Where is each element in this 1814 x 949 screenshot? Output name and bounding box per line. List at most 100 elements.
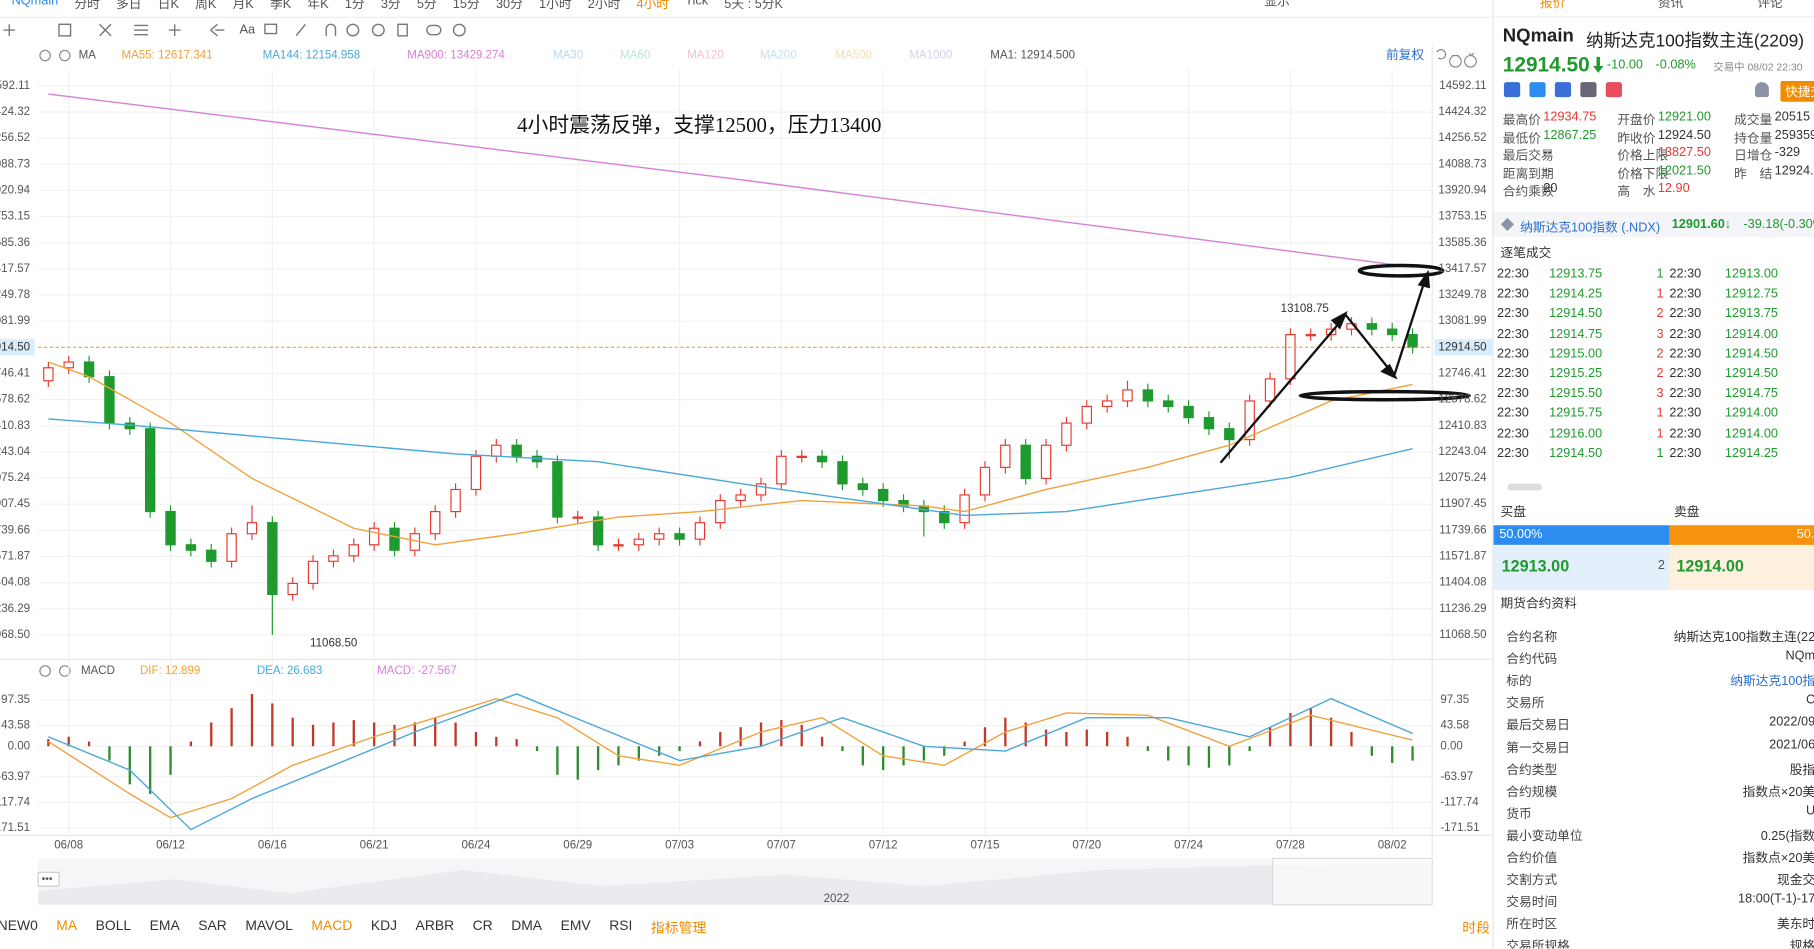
price-header-icons — [39, 49, 1477, 677]
feature-icon[interactable] — [1580, 82, 1597, 98]
y-tick-label: 13753.15 — [1438, 211, 1486, 223]
y-tick-label-left: 12075.24 — [0, 472, 31, 484]
macd-bar — [291, 717, 294, 747]
stat-label: 最高价 — [1502, 113, 1541, 128]
trade-volume: 1 — [1656, 287, 1664, 302]
trade-time: 22:30 — [1669, 307, 1702, 321]
trade-time: 22:30 — [1669, 346, 1702, 361]
indicator-tab[interactable]: NEW0 — [0, 917, 38, 934]
trade-price: 12914.50 — [1549, 307, 1603, 321]
period-button[interactable]: 15分 — [452, 0, 480, 12]
adjust-mode[interactable]: 前复权 — [1386, 47, 1424, 62]
contract-key: 最后交易日 — [1506, 718, 1570, 733]
candle-body — [1264, 378, 1276, 402]
period-button[interactable]: 1分 — [344, 0, 365, 12]
indicator-tab[interactable]: RSI — [609, 917, 633, 934]
navigator-window[interactable] — [1272, 857, 1433, 906]
scrollbar[interactable] — [1507, 483, 1543, 491]
last-price-label-left: 12914.50 — [0, 341, 30, 353]
stat-label: 昨 结 — [1734, 167, 1773, 182]
display-menu[interactable]: 显示 — [1264, 0, 1289, 9]
period-button[interactable]: 1小时 — [539, 0, 572, 12]
period-button[interactable]: 5天 : 5分K — [724, 0, 784, 12]
feature-icon[interactable] — [1554, 82, 1572, 98]
period-button[interactable]: Tick — [685, 0, 709, 9]
trade-volume: 1 — [1656, 267, 1664, 282]
panel-tab[interactable]: 资讯 — [1657, 0, 1684, 11]
quick-trade[interactable]: 快捷交 — [1780, 80, 1814, 102]
macd-bar — [719, 731, 722, 747]
candle-body — [613, 544, 624, 547]
period-button[interactable]: 2小时 — [587, 0, 621, 12]
period-button[interactable]: 5分 — [416, 0, 437, 12]
settings-icon[interactable] — [39, 665, 51, 677]
y-tick-label: 12578.62 — [1438, 394, 1486, 406]
resistance-ellipse — [1357, 263, 1445, 278]
period-button[interactable]: 日K — [157, 0, 179, 12]
stat-label: 最后交易 — [1502, 149, 1554, 164]
indicator-manage[interactable]: 指标管理 — [650, 919, 707, 936]
x-tick-label: 07/28 — [1276, 840, 1305, 852]
period-button[interactable]: 分时 — [74, 0, 100, 12]
stat-label: 合约乘数 — [1502, 185, 1554, 200]
period-button[interactable]: 4小时 — [636, 0, 670, 12]
indicator-tab[interactable]: MACD — [311, 917, 353, 934]
period-button[interactable]: 30分 — [495, 0, 523, 12]
x-tick-label: 06/24 — [461, 840, 490, 852]
y-tick-label-left: -117.74 — [0, 796, 31, 808]
contract-key: 合约代码 — [1506, 652, 1558, 667]
navigator-button[interactable] — [37, 871, 60, 887]
macd-bar — [739, 727, 742, 747]
y-tick-label: 14088.73 — [1438, 158, 1486, 170]
indicator-legend: MA60 — [620, 50, 650, 62]
indicator-tab[interactable]: EMA — [149, 917, 180, 934]
panel-tab[interactable]: 报价 — [1539, 0, 1566, 11]
close-icon[interactable] — [59, 49, 71, 62]
period-button[interactable]: 多日 — [116, 0, 142, 12]
candle-body — [328, 555, 339, 562]
panel-tab[interactable]: 评论 — [1757, 0, 1783, 11]
macd-bar — [1289, 712, 1292, 747]
indicator-tab[interactable]: BOLL — [95, 917, 132, 934]
session-button[interactable]: 时段 — [1462, 919, 1491, 936]
macd-bar — [1350, 731, 1353, 747]
y-tick-label: -171.51 — [1440, 822, 1479, 834]
trade-volume: 1 — [1656, 446, 1664, 461]
indicator-tab[interactable]: MA — [56, 917, 78, 934]
macd-bar — [820, 736, 824, 747]
feature-icon[interactable] — [1529, 82, 1546, 98]
symbol[interactable]: NQmain — [11, 0, 59, 9]
indicator-legend: MA55: 12617.341 — [121, 50, 212, 62]
macd-bar — [759, 722, 763, 747]
period-button[interactable]: 年K — [307, 0, 329, 12]
period-button[interactable]: 周K — [195, 0, 217, 12]
period-button[interactable]: 3分 — [380, 0, 401, 12]
index-name[interactable]: 纳斯达克100指数 (.NDX) — [1520, 220, 1661, 235]
panel-controls[interactable] — [1436, 49, 1477, 68]
settings-icon[interactable] — [39, 49, 51, 62]
font-tool[interactable]: Aa — [239, 21, 255, 36]
indicator-tab[interactable]: ARBR — [415, 917, 455, 934]
feature-icon[interactable] — [1605, 82, 1622, 98]
eye-icon — [426, 24, 442, 36]
indicator-tab[interactable]: CR — [472, 917, 493, 934]
close-icon[interactable] — [59, 665, 71, 677]
period-button[interactable]: 月K — [232, 0, 254, 12]
navigator-year: 2022 — [824, 893, 850, 905]
indicator-tab[interactable]: EMV — [560, 917, 591, 934]
period-button[interactable]: 季K — [269, 0, 292, 12]
alert-icon[interactable] — [1755, 82, 1769, 98]
arrow-head — [1380, 363, 1398, 380]
indicator-tab[interactable]: KDJ — [370, 917, 398, 934]
candle-body — [1244, 400, 1255, 441]
trade-time: 22:30 — [1497, 406, 1529, 421]
feature-icon[interactable] — [1503, 82, 1521, 98]
drawn-shapes — [1298, 263, 1471, 402]
x-tick-label: 07/15 — [971, 840, 1000, 852]
contract-value: 规格 — [1789, 939, 1814, 949]
line-icon — [99, 23, 112, 37]
indicator-tab[interactable]: DMA — [511, 917, 543, 934]
indicator-tab[interactable]: MAVOL — [245, 917, 293, 934]
indicator-tab[interactable]: SAR — [198, 917, 227, 934]
